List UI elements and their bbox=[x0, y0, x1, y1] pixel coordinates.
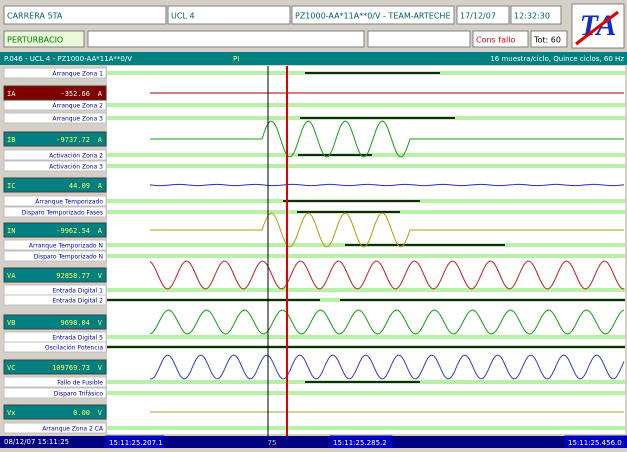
waveform bbox=[150, 120, 624, 158]
header-field-box bbox=[510, 5, 562, 25]
channel-box bbox=[3, 404, 107, 420]
digital-label-box bbox=[3, 206, 107, 218]
info-sampling: 16 muestra/ciclo, Quince ciclos, 60 Hz bbox=[490, 55, 624, 63]
waveform bbox=[149, 260, 625, 290]
digital-label-box bbox=[3, 341, 107, 353]
footer-bar bbox=[0, 436, 627, 448]
waveform bbox=[149, 183, 625, 187]
channel-value: -352.66 bbox=[60, 90, 90, 98]
header-field: PZ1000-AA*11A**0/V - TEAM-ARTECHE bbox=[295, 12, 451, 21]
channel-box bbox=[3, 177, 107, 193]
info-marker: PI bbox=[233, 55, 239, 63]
digital-label: Arranque Zona 1 bbox=[52, 71, 103, 78]
channel-unit: A bbox=[98, 227, 103, 235]
channel-value: 9698.04 bbox=[60, 319, 90, 327]
channel-box bbox=[3, 85, 107, 101]
digital-label: Arranque Temporizado N bbox=[29, 243, 103, 250]
footer-cursor2: 15:11:25.285.2 bbox=[333, 439, 387, 447]
waveform bbox=[149, 354, 625, 380]
status-total-box bbox=[530, 30, 568, 48]
status-alert: Cons fallo bbox=[476, 36, 515, 45]
channel-unit: A bbox=[98, 136, 103, 144]
header-field: UCL 4 bbox=[171, 12, 195, 21]
digital-label: Arranque Zona 3 bbox=[52, 116, 103, 123]
channel-unit: A bbox=[98, 182, 103, 190]
digital-label: Activación Zona 2 bbox=[49, 153, 103, 160]
channel-unit: V bbox=[98, 319, 103, 327]
digital-label: Entrada Digital 1 bbox=[52, 288, 103, 295]
channel-box bbox=[3, 359, 107, 375]
digital-label: Arranque Zona 2 CA bbox=[42, 426, 104, 433]
header-field-box bbox=[3, 5, 167, 25]
footer-scale: 75 bbox=[268, 439, 277, 447]
header-field-box bbox=[167, 5, 291, 25]
channel-value: 0.00 bbox=[73, 409, 90, 417]
channel-value: 109769.73 bbox=[52, 364, 90, 372]
channel-name: IC bbox=[7, 182, 15, 190]
channel-name: VA bbox=[7, 272, 16, 280]
status-alert-box bbox=[472, 30, 529, 48]
channel-unit: V bbox=[98, 364, 103, 372]
digital-label: Entrada Digital 2 bbox=[52, 298, 103, 305]
channel-name: VB bbox=[7, 319, 15, 327]
status-total: Tot: 60 bbox=[533, 36, 561, 45]
digital-label-box bbox=[3, 250, 107, 262]
header-field-box bbox=[456, 5, 510, 25]
header-field: 17/12/07 bbox=[460, 12, 496, 21]
footer-start: 08/12/07 15:11:25 bbox=[4, 438, 69, 446]
header-field-box bbox=[291, 5, 455, 25]
channel-value: -9962.54 bbox=[56, 227, 90, 235]
plot-area bbox=[107, 66, 625, 434]
digital-label-box bbox=[3, 160, 107, 172]
waveform bbox=[149, 309, 625, 335]
digital-label: Entrada Digital 5 bbox=[52, 335, 103, 342]
channel-name: IA bbox=[7, 90, 16, 98]
channel-box bbox=[3, 131, 107, 147]
header-field: 12:32:30 bbox=[514, 12, 550, 21]
channel-name: IB bbox=[7, 136, 15, 144]
channel-box bbox=[3, 314, 107, 330]
digital-label-box bbox=[3, 195, 107, 207]
status-empty-box bbox=[87, 30, 365, 48]
digital-label: Oscilación Potencia bbox=[45, 345, 103, 352]
footer-end: 15:11:25.456.0 bbox=[568, 439, 622, 447]
logo-stroke bbox=[575, 10, 619, 46]
digital-label-box bbox=[3, 387, 107, 399]
digital-label-box bbox=[3, 422, 107, 434]
digital-label-box bbox=[3, 149, 107, 161]
channel-unit: V bbox=[98, 272, 103, 280]
channel-unit: A bbox=[98, 90, 103, 98]
info-event: P.046 - UCL 4 - PZ1000-AA*11A**0/V bbox=[4, 55, 132, 63]
digital-label: Arranque Temporizado bbox=[35, 199, 103, 206]
digital-label-box bbox=[3, 294, 107, 306]
channel-name: IN bbox=[7, 227, 15, 235]
channel-value: -9737.72 bbox=[56, 136, 90, 144]
digital-label-box bbox=[3, 112, 107, 124]
info-bar bbox=[0, 52, 627, 65]
digital-label: Disparo Temporizado N bbox=[34, 254, 103, 261]
status-empty-box bbox=[367, 30, 471, 48]
digital-label-box bbox=[3, 376, 107, 388]
channel-name: Vx bbox=[7, 409, 15, 417]
channel-box bbox=[3, 267, 107, 283]
header-field: CARRERA 5TA bbox=[7, 12, 63, 21]
digital-label-box bbox=[3, 67, 107, 79]
digital-label: Fallo de Fusible bbox=[57, 380, 103, 387]
digital-label: Disparo Trifásico bbox=[54, 391, 104, 398]
channel-value: 44.09 bbox=[69, 182, 90, 190]
channel-unit: V bbox=[98, 409, 103, 417]
channel-value: 92858.77 bbox=[56, 272, 90, 280]
digital-label: Activación Zona 3 bbox=[49, 164, 103, 171]
digital-label-box bbox=[3, 239, 107, 251]
status-mode: PERTURBACIO bbox=[7, 36, 63, 45]
digital-label: Arranque Zona 2 bbox=[52, 103, 103, 110]
channel-name: VC bbox=[7, 364, 15, 372]
waveform bbox=[150, 212, 624, 248]
digital-label: Disparo Temporizado Fases bbox=[22, 210, 103, 217]
channel-box bbox=[3, 222, 107, 238]
footer-cursor1: 15:11:25.207.1 bbox=[109, 439, 163, 447]
status-mode-box bbox=[3, 30, 85, 48]
